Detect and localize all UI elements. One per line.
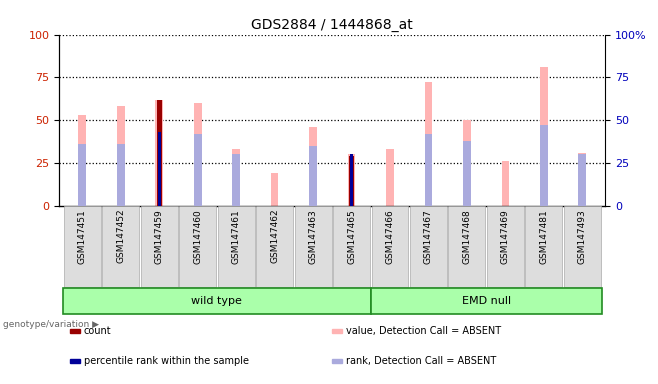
- FancyBboxPatch shape: [564, 205, 601, 287]
- Bar: [332, 329, 342, 333]
- Bar: [194, 134, 201, 205]
- Text: GSM147460: GSM147460: [193, 209, 202, 263]
- Bar: [540, 67, 547, 205]
- Bar: [501, 161, 509, 205]
- Bar: [540, 125, 547, 205]
- Bar: [78, 144, 86, 205]
- FancyBboxPatch shape: [256, 205, 293, 287]
- Bar: [424, 134, 432, 205]
- Text: GSM147451: GSM147451: [78, 209, 87, 263]
- Text: GSM147468: GSM147468: [463, 209, 471, 263]
- Text: rank, Detection Call = ABSENT: rank, Detection Call = ABSENT: [346, 356, 496, 366]
- Text: genotype/variation ▶: genotype/variation ▶: [3, 320, 99, 329]
- Bar: [194, 103, 201, 205]
- FancyBboxPatch shape: [141, 205, 178, 287]
- Text: percentile rank within the sample: percentile rank within the sample: [84, 356, 249, 366]
- Bar: [70, 359, 80, 363]
- Text: GSM147459: GSM147459: [155, 209, 164, 263]
- Text: GSM147467: GSM147467: [424, 209, 433, 263]
- Text: GSM147481: GSM147481: [540, 209, 548, 263]
- Text: count: count: [84, 326, 111, 336]
- Bar: [155, 99, 163, 205]
- Text: GSM147463: GSM147463: [309, 209, 318, 263]
- FancyBboxPatch shape: [63, 288, 370, 314]
- Text: GSM147493: GSM147493: [578, 209, 587, 263]
- Bar: [270, 173, 278, 205]
- FancyBboxPatch shape: [102, 205, 139, 287]
- Bar: [232, 149, 240, 205]
- FancyBboxPatch shape: [372, 205, 409, 287]
- FancyBboxPatch shape: [218, 205, 255, 287]
- Bar: [332, 359, 342, 363]
- FancyBboxPatch shape: [333, 205, 370, 287]
- FancyBboxPatch shape: [410, 205, 447, 287]
- Bar: [232, 154, 240, 205]
- FancyBboxPatch shape: [487, 205, 524, 287]
- Bar: [158, 132, 161, 205]
- Text: GSM147466: GSM147466: [386, 209, 395, 263]
- FancyBboxPatch shape: [449, 205, 486, 287]
- Text: EMD null: EMD null: [461, 296, 511, 306]
- Text: GSM147465: GSM147465: [347, 209, 356, 263]
- Text: GSM147452: GSM147452: [116, 209, 125, 263]
- Bar: [117, 144, 124, 205]
- Text: wild type: wild type: [191, 296, 242, 306]
- Text: value, Detection Call = ABSENT: value, Detection Call = ABSENT: [346, 326, 501, 336]
- Title: GDS2884 / 1444868_at: GDS2884 / 1444868_at: [251, 18, 413, 32]
- Bar: [463, 120, 470, 205]
- Bar: [463, 141, 470, 205]
- FancyBboxPatch shape: [179, 205, 216, 287]
- Bar: [578, 152, 586, 205]
- Bar: [578, 154, 586, 205]
- Bar: [347, 154, 355, 205]
- Text: GSM147461: GSM147461: [232, 209, 241, 263]
- Text: GSM147469: GSM147469: [501, 209, 510, 263]
- Text: GSM147462: GSM147462: [270, 209, 279, 263]
- FancyBboxPatch shape: [370, 288, 601, 314]
- Bar: [117, 106, 124, 205]
- FancyBboxPatch shape: [64, 205, 101, 287]
- Bar: [349, 156, 354, 205]
- FancyBboxPatch shape: [525, 205, 563, 287]
- Bar: [309, 127, 317, 205]
- Bar: [78, 115, 86, 205]
- Bar: [157, 99, 161, 205]
- Bar: [424, 83, 432, 205]
- FancyBboxPatch shape: [295, 205, 332, 287]
- Bar: [70, 329, 80, 333]
- Bar: [350, 154, 353, 205]
- Bar: [309, 146, 317, 205]
- Bar: [386, 149, 394, 205]
